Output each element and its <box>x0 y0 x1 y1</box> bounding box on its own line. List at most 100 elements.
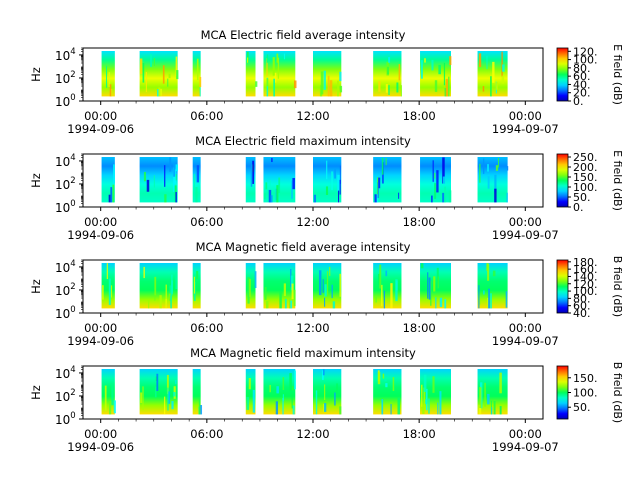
data-streak <box>293 289 296 307</box>
data-streak <box>324 284 327 297</box>
data-streak <box>434 80 438 92</box>
data-streak <box>282 394 284 401</box>
data-streak <box>153 58 155 67</box>
data-streak <box>283 283 286 297</box>
date-start-label: 1994-09-06 <box>67 440 134 454</box>
y-tick-label: 102 <box>55 388 76 404</box>
x-tick-label: 00:00 <box>509 215 542 229</box>
data-streak <box>479 298 481 305</box>
data-streak <box>165 284 167 304</box>
data-streak <box>322 369 325 376</box>
data-block <box>139 369 178 415</box>
data-streak <box>291 386 294 391</box>
data-streak <box>170 294 172 309</box>
data-block <box>245 51 256 97</box>
data-streak <box>174 169 176 184</box>
data-streak <box>246 396 250 410</box>
data-streak <box>339 71 342 82</box>
colorbar-tick-label: 100. <box>573 387 598 400</box>
data-streak <box>502 64 505 72</box>
data-streak <box>501 51 503 77</box>
data-streak <box>334 392 336 406</box>
colorbar-tick-label: 50. <box>573 191 591 204</box>
data-streak <box>444 186 447 203</box>
data-streak <box>159 88 163 96</box>
data-streak <box>264 287 267 300</box>
data-streak <box>424 58 426 63</box>
data-block <box>313 51 342 97</box>
data-streak <box>505 291 508 308</box>
data-streak <box>250 164 253 187</box>
data-streak <box>279 291 282 309</box>
data-streak <box>332 301 336 309</box>
data-streak <box>487 164 489 172</box>
data-streak <box>171 401 174 410</box>
data-streak <box>323 70 326 90</box>
data-streak <box>327 75 330 97</box>
spectrogram-data <box>101 263 508 309</box>
data-streak <box>506 192 508 203</box>
data-streak <box>276 386 279 394</box>
data-streak <box>156 373 159 391</box>
x-tick-label: 00:00 <box>509 109 542 123</box>
data-streak <box>195 187 198 203</box>
data-streak <box>276 185 279 203</box>
x-tick-label: 18:00 <box>403 109 436 123</box>
data-streak <box>142 386 144 410</box>
data-streak <box>291 180 293 199</box>
data-streak <box>292 178 295 190</box>
colorbar-tick-label: 100. <box>573 54 598 67</box>
colorbar <box>556 153 569 208</box>
data-streak <box>108 72 111 88</box>
data-streak <box>159 295 162 309</box>
data-streak <box>499 406 502 415</box>
data-block <box>245 157 256 203</box>
colorbar-tick-label: 40. <box>573 307 591 320</box>
colorbar-tick-label: 250. <box>573 151 598 164</box>
data-block <box>192 157 201 203</box>
y-tick-label: 100 <box>55 411 76 427</box>
x-tick-label: 12:00 <box>296 215 329 229</box>
data-streak <box>378 177 381 189</box>
y-tick-label: 100 <box>55 199 76 215</box>
data-streak <box>167 391 171 404</box>
data-streak <box>266 78 269 87</box>
data-streak <box>198 398 201 415</box>
data-streak <box>381 399 384 415</box>
data-streak <box>249 278 251 297</box>
data-streak <box>277 57 280 79</box>
x-tick-label: 06:00 <box>190 321 223 335</box>
y-tick-label: 102 <box>55 176 76 192</box>
data-streak <box>323 403 325 413</box>
colorbar-tick-label: 140. <box>573 270 598 283</box>
colorbar-tick-label: 160. <box>573 263 598 276</box>
data-streak <box>275 401 279 415</box>
data-streak <box>438 64 441 75</box>
data-streak <box>420 60 423 79</box>
data-streak <box>381 157 384 175</box>
panel-title: MCA Electric field maximum intensity <box>195 134 411 148</box>
colorbar <box>556 259 569 314</box>
data-streak <box>164 396 166 415</box>
y-axis-label: Hz <box>29 173 43 188</box>
data-streak <box>323 297 326 307</box>
colorbar-tick-label: 120. <box>573 45 598 58</box>
date-start-label: 1994-09-06 <box>67 228 134 242</box>
data-streak <box>377 273 380 285</box>
data-streak <box>265 182 268 190</box>
data-streak <box>499 372 502 394</box>
data-streak <box>483 290 485 295</box>
x-tick-label: 00:00 <box>84 109 117 123</box>
data-streak <box>266 54 269 63</box>
data-streak <box>167 387 169 411</box>
data-streak <box>278 177 281 193</box>
data-streak <box>255 81 258 87</box>
data-streak <box>386 66 390 75</box>
data-streak <box>196 165 199 183</box>
data-streak <box>146 179 150 192</box>
data-streak <box>175 164 178 172</box>
data-streak <box>437 402 439 415</box>
data-streak <box>326 160 328 180</box>
data-streak <box>397 397 401 415</box>
data-streak <box>113 400 116 414</box>
